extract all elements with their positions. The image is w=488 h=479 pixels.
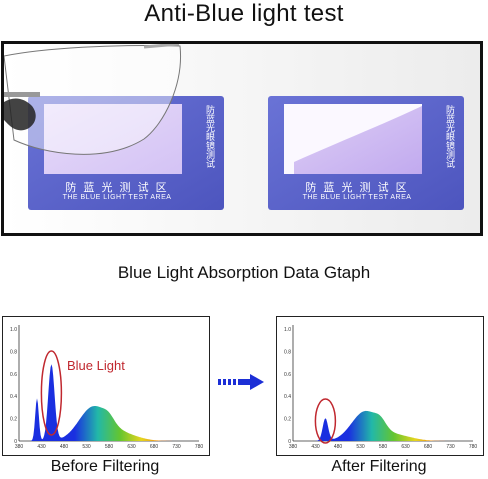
left-card-vertical-text: 防蓝光眼镜测试 (205, 105, 215, 168)
y-tick-label: 0 (14, 439, 17, 445)
arrow-right-icon (218, 374, 264, 390)
x-tick-label: 630 (127, 444, 136, 450)
photo-panel: 防蓝光眼镜测试 防 蓝 光 测 试 区 THE BLUE LIGHT TEST … (1, 41, 483, 236)
y-tick-label: 0.8 (284, 349, 291, 355)
right-card-vertical-text: 防蓝光眼镜测试 (445, 105, 455, 168)
y-tick-label: 0.8 (10, 349, 17, 355)
x-tick-label: 380 (289, 444, 298, 450)
x-tick-label: 580 (379, 444, 388, 450)
right-card-area-en: THE BLUE LIGHT TEST AREA (302, 194, 412, 201)
y-tick-label: 0.4 (10, 394, 17, 400)
y-tick-label: 0 (288, 439, 291, 445)
before-filtering-caption: Before Filtering (50, 458, 160, 475)
x-tick-label: 780 (469, 444, 478, 450)
left-card-area-en: THE BLUE LIGHT TEST AREA (62, 194, 172, 201)
blue-light-label: Blue Light (67, 358, 125, 373)
y-tick-label: 0.6 (284, 372, 291, 378)
x-tick-label: 530 (356, 444, 365, 450)
x-tick-label: 730 (172, 444, 181, 450)
x-tick-label: 680 (424, 444, 433, 450)
y-tick-label: 0.6 (10, 372, 17, 378)
blue-light-highlight (314, 398, 337, 444)
x-tick-label: 780 (195, 444, 204, 450)
x-tick-label: 380 (15, 444, 24, 450)
right-test-card (268, 96, 464, 210)
x-tick-label: 680 (150, 444, 159, 450)
x-tick-label: 530 (82, 444, 91, 450)
x-tick-label: 430 (311, 444, 320, 450)
y-tick-label: 1.0 (10, 327, 17, 333)
y-tick-label: 1.0 (284, 327, 291, 333)
before-filtering-graph: 1.0 0.8 0.6 0.4 0.2 0 380 430 480 530 580 630 680 730… (2, 316, 210, 456)
blue-light-highlight (40, 350, 63, 436)
page-title: Anti-Blue light test (144, 0, 344, 27)
spectrum-curve (28, 364, 195, 441)
left-test-card (4, 44, 224, 210)
x-tick-label: 580 (105, 444, 114, 450)
section-subtitle: Blue Light Absorption Data Gtaph (117, 263, 371, 282)
y-tick-label: 0.2 (10, 417, 17, 423)
spectrum-curve (302, 410, 469, 441)
y-tick-label: 0.2 (284, 417, 291, 423)
y-tick-label: 0.4 (284, 394, 291, 400)
x-tick-label: 630 (401, 444, 410, 450)
left-card-area-cn: 防 蓝 光 测 试 区 (65, 182, 169, 194)
right-card-area-cn: 防 蓝 光 测 试 区 (305, 182, 409, 194)
x-tick-label: 480 (60, 444, 69, 450)
x-tick-label: 730 (446, 444, 455, 450)
x-tick-label: 430 (37, 444, 46, 450)
after-filtering-graph: 1.0 0.8 0.6 0.4 0.2 0 380 430 480 530 580 630 680 730… (276, 316, 484, 456)
after-filtering-caption: After Filtering (331, 458, 427, 475)
x-tick-label: 480 (334, 444, 343, 450)
